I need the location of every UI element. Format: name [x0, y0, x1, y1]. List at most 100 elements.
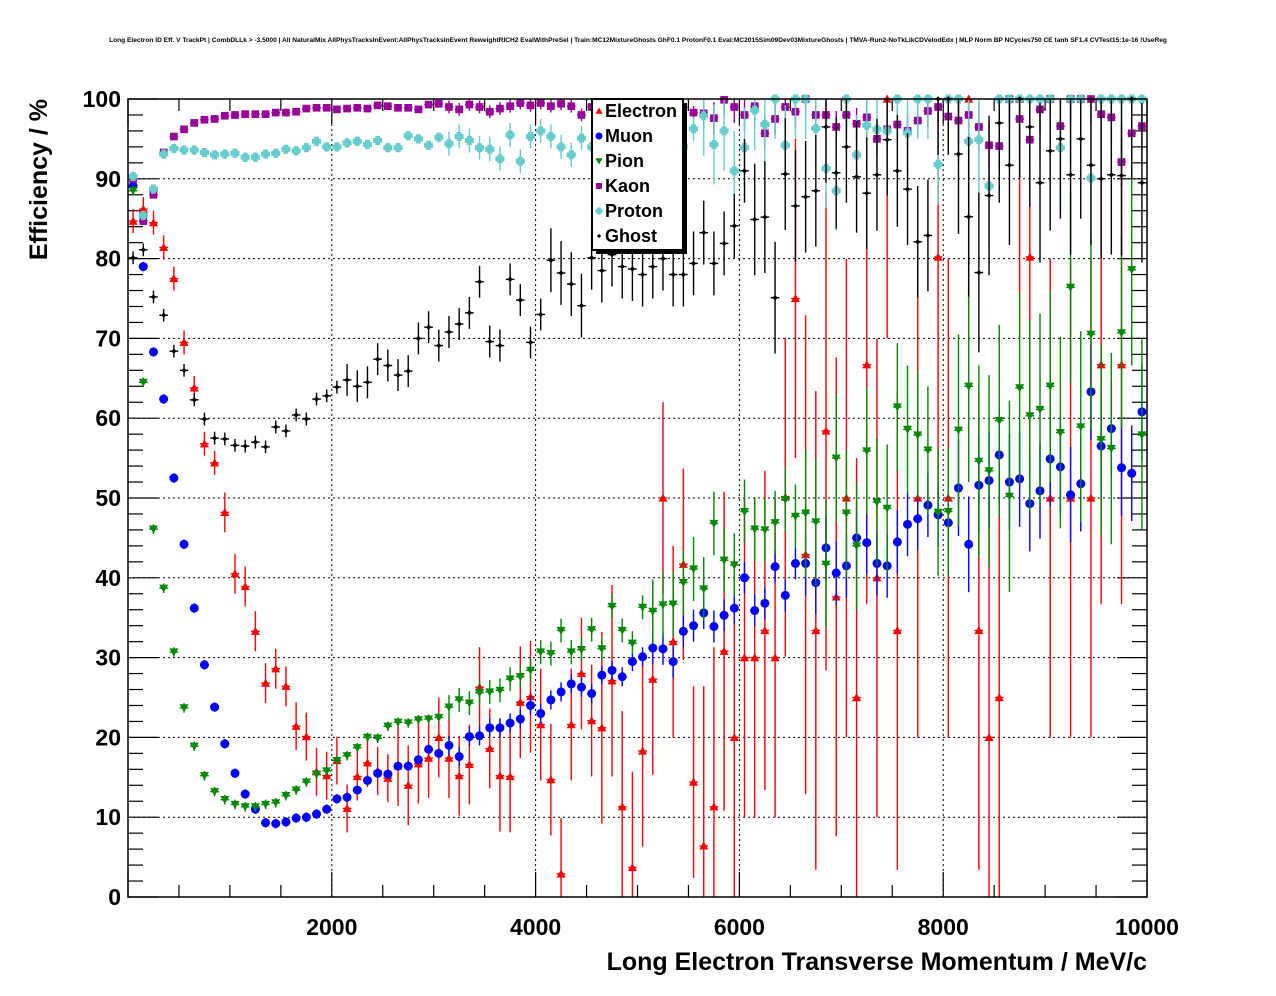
- legend-item-proton: Proton: [595, 201, 663, 221]
- muon-point: [678, 626, 688, 636]
- muon-point: [413, 755, 423, 765]
- pion-point: [526, 666, 536, 675]
- pion-point: [882, 504, 892, 513]
- muon-point: [485, 723, 495, 733]
- pion-point: [1004, 492, 1014, 501]
- x-tick-label: 6000: [714, 914, 765, 940]
- pion-point: [913, 431, 923, 440]
- kaon-point: [363, 104, 372, 113]
- kaon-point: [210, 115, 219, 123]
- muon-point: [495, 723, 505, 733]
- muon-point: [627, 657, 637, 667]
- ghost-point: [293, 412, 299, 418]
- kaon-point: [333, 105, 341, 114]
- electron-point: [556, 869, 566, 878]
- pion-point: [678, 578, 688, 588]
- muon-point: [576, 682, 586, 692]
- proton-point: [566, 150, 576, 160]
- proton-point: [505, 130, 515, 140]
- muon-point: [169, 473, 179, 483]
- ghost-point: [232, 442, 238, 449]
- electron-point: [648, 674, 658, 683]
- ghost-point: [354, 383, 360, 389]
- pion-point: [984, 467, 994, 476]
- ghost-point: [864, 190, 870, 196]
- pion-point: [464, 699, 474, 708]
- ghost-point: [476, 279, 483, 285]
- proton-point: [342, 138, 352, 148]
- proton-point: [495, 154, 505, 164]
- ghost-point: [181, 367, 187, 374]
- muon-point: [658, 644, 668, 654]
- pion-point: [964, 382, 974, 391]
- electron-point: [342, 803, 352, 813]
- kaon-point: [557, 99, 565, 108]
- ghost-point: [425, 324, 432, 330]
- proton-point: [515, 156, 525, 166]
- ghost-point: [619, 263, 625, 270]
- proton-point: [689, 124, 699, 134]
- ghost-point: [976, 269, 982, 276]
- ghost-point: [171, 348, 177, 354]
- proton-point: [301, 143, 311, 153]
- ghost-point: [915, 239, 921, 245]
- ghost-point: [802, 194, 809, 200]
- muon-point: [240, 789, 250, 799]
- kaon-point: [455, 105, 463, 114]
- proton-point: [413, 134, 423, 144]
- pion-point: [760, 526, 770, 535]
- pion-point: [189, 742, 199, 751]
- proton-point: [811, 124, 821, 134]
- ghost-point: [568, 281, 574, 287]
- pion-point: [148, 525, 158, 534]
- ghost-point: [507, 276, 513, 283]
- muon-point: [862, 538, 872, 548]
- ghost-point: [374, 356, 381, 362]
- ghost-point: [894, 168, 901, 174]
- electron-point: [852, 693, 862, 702]
- proton-point: [230, 148, 240, 158]
- muon-point: [148, 347, 158, 357]
- ghost-point: [201, 416, 208, 422]
- muon-point: [342, 792, 352, 802]
- electron-point: [709, 802, 719, 811]
- muon-point: [1117, 463, 1127, 473]
- proton-point: [291, 146, 301, 156]
- proton-point: [332, 142, 342, 152]
- ghost-point: [965, 214, 972, 220]
- ghost-point: [527, 339, 534, 346]
- electron-point: [291, 721, 301, 730]
- kaon-point: [170, 132, 178, 141]
- ghost-point: [650, 263, 656, 270]
- muon-point: [709, 621, 719, 631]
- pion-point: [587, 626, 597, 635]
- proton-point: [179, 145, 189, 155]
- ghost-point: [211, 435, 218, 441]
- proton-point: [434, 132, 444, 142]
- pion-point: [342, 752, 352, 761]
- muon-point: [770, 562, 780, 572]
- kaon-point: [567, 102, 576, 111]
- pion-point: [413, 716, 423, 725]
- legend-label: Muon: [605, 126, 653, 146]
- muon-point: [505, 718, 515, 728]
- electron-point: [638, 746, 648, 755]
- ghost-point: [833, 170, 839, 176]
- proton-point: [199, 147, 209, 157]
- pion-point: [699, 585, 709, 594]
- pion-point: [301, 778, 311, 787]
- muon-point: [159, 394, 169, 404]
- ghost-point: [1027, 124, 1033, 130]
- proton-point: [210, 150, 220, 160]
- pion-point: [393, 718, 403, 727]
- pion-point: [210, 788, 220, 797]
- kaon-point: [220, 111, 229, 120]
- electron-point: [261, 678, 271, 687]
- proton-point: [352, 136, 362, 146]
- muon-point: [424, 744, 434, 754]
- kaon-point: [496, 104, 504, 113]
- kaon-point: [190, 119, 199, 127]
- y-tick-labels: 0 10 20 30 40 50 60 70 80 90 100: [83, 86, 121, 910]
- ghost-point: [792, 203, 799, 209]
- ghost-point: [364, 379, 371, 385]
